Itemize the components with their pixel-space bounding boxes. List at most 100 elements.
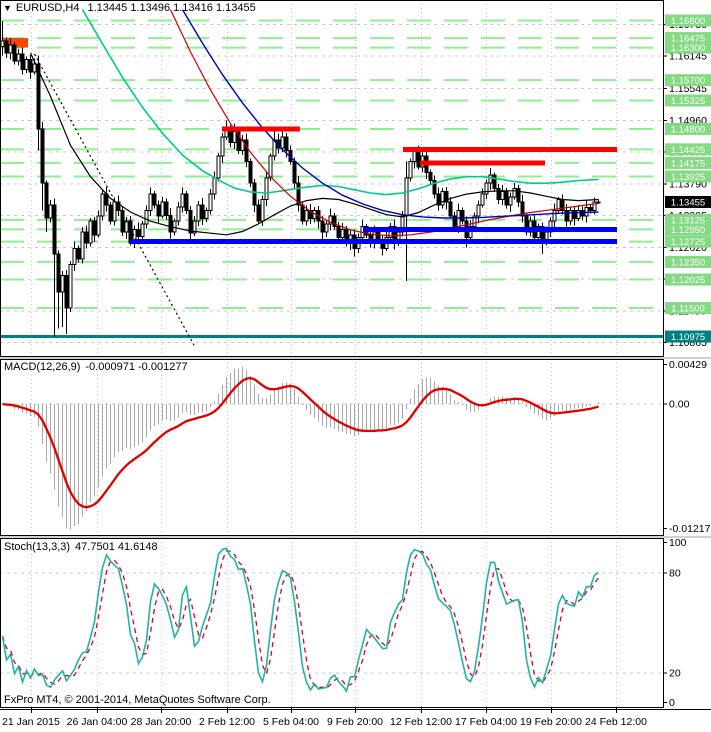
candle-body: [404, 177, 409, 217]
macd-axis-label: -0.012179: [669, 523, 711, 535]
candle-body: [292, 161, 297, 184]
candle-body: [480, 193, 485, 206]
price-level-chip-label: 1.11500: [671, 304, 705, 315]
candle-body: [116, 201, 121, 211]
price-level-chip-label: 1.12025: [671, 275, 705, 286]
baseline-price-chip-label: 1.10975: [671, 332, 705, 343]
price-level-chip: [665, 41, 711, 54]
candle-body: [432, 180, 437, 195]
current-price-chip: [665, 195, 711, 208]
price-level-chip-label: 1.16800: [671, 16, 705, 27]
price-level-chip: [665, 143, 711, 156]
candle-body: [176, 206, 181, 222]
ma-red: [169, 9, 599, 237]
grid-vertical: [31, 0, 617, 708]
stoch-values: 47.7501 41.6148: [75, 541, 158, 553]
price-level-chip-label: 1.16475: [671, 34, 705, 45]
candle-body: [512, 188, 517, 198]
candle-body: [340, 228, 345, 239]
candle-body: [268, 155, 273, 179]
candle-body: [72, 247, 77, 266]
candle-body: [304, 209, 309, 222]
candle-body: [24, 59, 29, 70]
candle-body: [272, 139, 277, 157]
candle-body: [80, 231, 85, 260]
candle-body: [516, 188, 521, 203]
time-axis-label[interactable]: 28 Jan 20:00: [131, 716, 192, 728]
candle-body: [408, 161, 413, 179]
time-axis-label[interactable]: 26 Jan 04:00: [67, 716, 128, 728]
candle-body: [568, 209, 573, 222]
time-axis-label[interactable]: 19 Feb 20:00: [520, 716, 582, 728]
candle-body: [548, 220, 553, 233]
time-axis-label[interactable]: 2 Feb 12:00: [199, 716, 255, 728]
candle-body: [56, 253, 61, 293]
candle-body: [524, 215, 529, 233]
time-axis-label[interactable]: 21 Jan 2015: [2, 716, 60, 728]
time-axis-label[interactable]: 24 Feb 12:00: [585, 716, 647, 728]
candle-body: [164, 201, 169, 216]
candle-body: [468, 226, 473, 239]
pane-border: [0, 0, 664, 357]
candle-body: [48, 204, 53, 219]
stoch-label: Stoch(13,3,3): [4, 541, 71, 553]
symbol-dropdown-icon[interactable]: ▼: [3, 3, 12, 13]
time-axis-label[interactable]: 12 Feb 12:00: [390, 716, 452, 728]
chart-title-bar: ▼ EURUSD,H4 1.13445 1.13496 1.13416 1.1345…: [3, 2, 256, 14]
price-level-chip: [665, 122, 711, 135]
candle-body: [4, 40, 9, 54]
candle-body: [172, 220, 177, 233]
candle-body: [192, 220, 197, 234]
candle-body: [20, 53, 25, 70]
time-axis: 21 Jan 2015 26 Jan 04:00 28 Jan 20:00 2 Feb…: [2, 708, 647, 728]
candle-body: [180, 193, 185, 208]
grid-horizontal: [0, 23, 663, 343]
trendline: [33, 53, 196, 347]
candle-body: [500, 190, 505, 201]
candle-body: [208, 193, 213, 211]
price-scale: 1.167301.161451.155451.149601.143751.137…: [663, 14, 711, 709]
candle-body: [76, 247, 81, 260]
candle-body: [92, 220, 97, 236]
candle-body: [280, 136, 285, 149]
platform-copyright: FxPro MT4, © 2001-2014, MetaQuotes Softw…: [4, 694, 271, 706]
candle-body: [40, 128, 45, 184]
pane-border: [0, 538, 664, 708]
candle-body: [64, 274, 69, 309]
price-level-chip-label: 1.15700: [671, 76, 705, 87]
candle-body: [32, 63, 37, 73]
candle-body: [496, 188, 501, 201]
candle-body: [488, 174, 493, 184]
candle-body: [260, 199, 265, 222]
price-level-chip-label: 1.16300: [671, 43, 705, 54]
candle-body: [552, 209, 557, 222]
price-level-chip-label: 1.15325: [671, 96, 705, 107]
macd-signal-line: [2, 376, 599, 509]
candle-body: [236, 131, 241, 152]
ma-blue: [181, 9, 599, 219]
candle-body: [136, 228, 141, 237]
price-level-chip-label: 1.14800: [671, 124, 705, 135]
stoch-axis-label: 80: [669, 568, 681, 580]
price-level-chip: [665, 213, 711, 226]
time-axis-label[interactable]: 9 Feb 20:00: [327, 716, 383, 728]
candle-body: [264, 177, 269, 201]
macd-values: -0.000971 -0.001277: [85, 361, 188, 373]
price-level-chip: [665, 156, 711, 169]
macd-axis-label: 0.00: [669, 399, 690, 411]
candle-body: [216, 155, 221, 179]
candle-body: [484, 182, 489, 195]
candle-body: [448, 201, 453, 217]
current-price-chip-label: 1.13455: [671, 197, 705, 208]
candle-body: [244, 139, 249, 163]
price-level-chip: [665, 235, 711, 248]
time-axis-label[interactable]: 17 Feb 04:00: [455, 716, 517, 728]
candle-body: [416, 150, 421, 168]
time-axis-label[interactable]: 5 Feb 04:00: [263, 716, 319, 728]
candle-body: [84, 231, 89, 244]
candle-body: [400, 215, 405, 233]
candle-body: [556, 199, 561, 211]
candle-body: [428, 171, 433, 182]
candle-body: [140, 223, 145, 237]
